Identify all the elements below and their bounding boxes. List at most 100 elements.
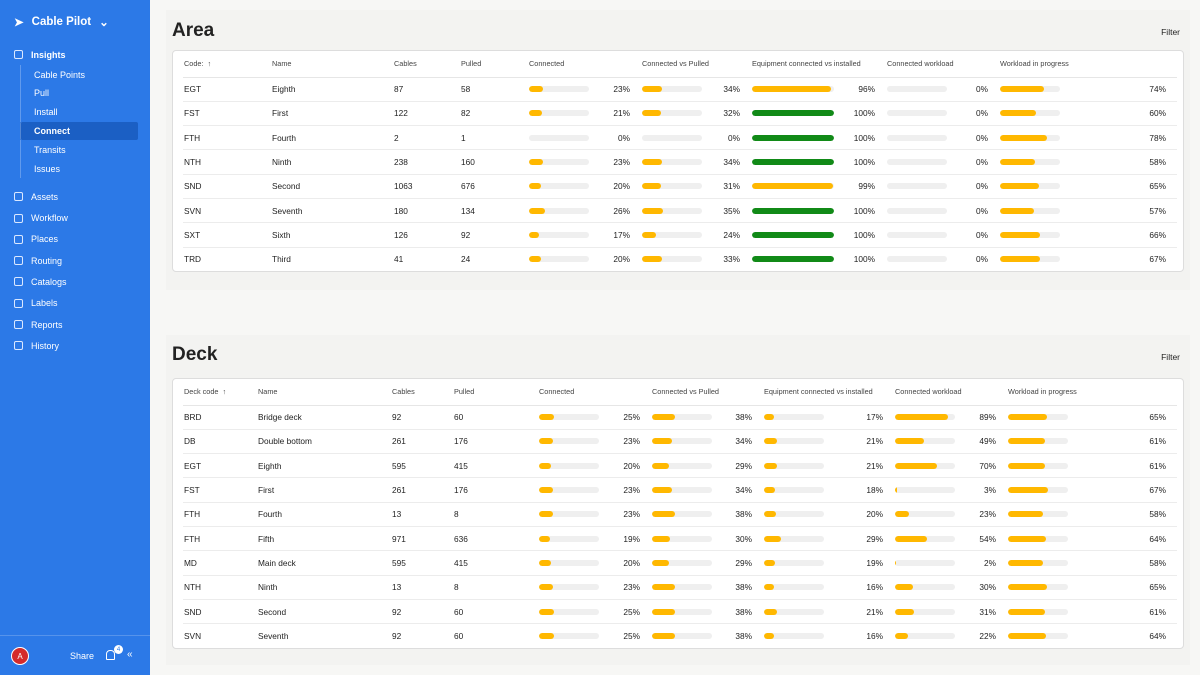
progress-bar <box>539 559 551 566</box>
nav-item[interactable]: Routing <box>0 250 150 271</box>
table-row[interactable]: DB Double bottom 261 176 23% 34% 21% 49% 61% <box>183 429 1177 455</box>
nav-subitem[interactable]: Transits <box>20 140 138 160</box>
avatar[interactable]: A <box>11 647 29 665</box>
column-header[interactable]: Connected workload <box>894 379 1007 406</box>
percent-label: 29% <box>735 460 752 471</box>
nav-item[interactable]: Places <box>0 229 150 250</box>
nav-subitem[interactable]: Issues <box>20 159 138 179</box>
table-row[interactable]: SND Second 92 60 25% 38% 21% 31% 61% <box>183 599 1177 625</box>
table-cell: SVN <box>183 624 257 648</box>
progress-cell: 58% <box>1000 157 1176 167</box>
collapse-button[interactable]: « <box>127 649 133 660</box>
column-header[interactable]: Connected <box>538 379 651 406</box>
progress-track <box>895 535 955 542</box>
progress-cell: 58% <box>1008 509 1176 519</box>
table-cell: 26% <box>528 198 641 224</box>
progress-cell: 16% <box>764 631 893 641</box>
column-header[interactable]: Pulled <box>460 51 528 78</box>
table-row[interactable]: FTH Fourth 2 1 0% 0% 100% 0% 78% <box>183 125 1177 151</box>
percent-label: 67% <box>1149 485 1166 496</box>
table-row[interactable]: SXT Sixth 126 92 17% 24% 100% 0% 66% <box>183 222 1177 248</box>
nav-subitem[interactable]: Connect <box>20 121 138 141</box>
section-title: Area <box>172 20 215 41</box>
progress-bar <box>652 414 675 421</box>
progress-bar <box>642 183 661 190</box>
progress-bar <box>895 487 897 494</box>
nav-item[interactable]: Reports <box>0 314 150 335</box>
progress-cell: 64% <box>1008 534 1176 544</box>
cell-text: 415 <box>454 460 468 471</box>
table-row[interactable]: NTH Ninth 13 8 23% 38% 16% 30% 65% <box>183 575 1177 600</box>
cell-text: 261 <box>392 436 406 447</box>
progress-bar <box>529 110 542 117</box>
brand[interactable]: ➤ Cable Pilot ⌄ <box>14 15 109 29</box>
notifications-icon[interactable] <box>106 650 115 660</box>
table-cell: 29% <box>763 526 894 552</box>
column-header[interactable]: Connected <box>528 51 641 78</box>
column-header[interactable]: Connected workload <box>886 51 999 78</box>
percent-label: 35% <box>723 205 740 216</box>
percent-label: 17% <box>866 412 883 423</box>
cell-text: 60 <box>454 606 464 617</box>
nav-subitem[interactable]: Cable Points <box>20 65 138 85</box>
percent-label: 0% <box>976 229 988 240</box>
column-header[interactable]: Workload in progress <box>1007 379 1177 406</box>
filter-button[interactable]: Filter <box>1161 352 1180 362</box>
column-header[interactable]: Connected vs Pulled <box>641 51 751 78</box>
column-header[interactable]: Cables <box>391 379 453 406</box>
nav-item[interactable]: Workflow <box>0 207 150 228</box>
table-cell: 100% <box>751 198 886 224</box>
progress-cell: 23% <box>895 509 1006 519</box>
progress-track <box>539 584 599 591</box>
table-row[interactable]: MD Main deck 595 415 20% 29% 19% 2% 58% <box>183 550 1177 576</box>
column-header[interactable]: Equipment connected vs installed <box>763 379 894 406</box>
table-row[interactable]: BRD Bridge deck 92 60 25% 38% 17% 89% 65% <box>183 405 1177 430</box>
column-header[interactable]: Cables <box>393 51 460 78</box>
table-row[interactable]: SVN Seventh 180 134 26% 35% 100% 0% 57% <box>183 198 1177 224</box>
nav-subitem[interactable]: Install <box>20 102 138 122</box>
cell-text: SXT <box>184 229 201 240</box>
table-row[interactable]: TRD Third 41 24 20% 33% 100% 0% 67% <box>183 247 1177 271</box>
nav-item[interactable]: Assets <box>0 186 150 207</box>
table-row[interactable]: FTH Fifth 971 636 19% 30% 29% 54% 64% <box>183 526 1177 552</box>
table-row[interactable]: FST First 122 82 21% 32% 100% 0% 60% <box>183 101 1177 127</box>
column-header[interactable]: Name <box>257 379 391 406</box>
nav-section[interactable]: Insights <box>0 44 150 65</box>
column-header[interactable]: Equipment connected vs installed <box>751 51 886 78</box>
table-row[interactable]: EGT Eighth 87 58 23% 34% 96% 0% 74% <box>183 77 1177 102</box>
table-row[interactable]: SND Second 1063 676 20% 31% 99% 0% 65% <box>183 174 1177 199</box>
progress-bar <box>895 414 949 421</box>
nav-item[interactable]: Catalogs <box>0 271 150 292</box>
table-cell: EGT <box>183 77 271 102</box>
progress-track <box>895 633 955 640</box>
table-cell: 1063 <box>393 174 460 199</box>
progress-track <box>529 207 589 214</box>
table-row[interactable]: SVN Seventh 92 60 25% 38% 16% 22% 64% <box>183 624 1177 648</box>
table-cell: 176 <box>453 477 538 503</box>
share-button[interactable]: Share <box>70 651 95 661</box>
column-header[interactable]: Workload in progress <box>999 51 1177 78</box>
header-row: Code: ↑ Name Cables Pulled Connected Connected… <box>183 51 1177 78</box>
table-cell: 30% <box>894 575 1007 600</box>
table-cell: 21% <box>528 101 641 127</box>
filter-button[interactable]: Filter <box>1161 27 1180 37</box>
progress-cell: 31% <box>642 181 750 191</box>
column-header[interactable]: Deck code ↑ <box>183 379 257 406</box>
percent-label: 54% <box>979 533 996 544</box>
nav-item[interactable]: History <box>0 335 150 356</box>
table-row[interactable]: NTH Ninth 238 160 23% 34% 100% 0% 58% <box>183 149 1177 175</box>
table-row[interactable]: FST First 261 176 23% 34% 18% 3% 67% <box>183 477 1177 503</box>
progress-bar <box>539 584 553 591</box>
table-row[interactable]: EGT Eighth 595 415 20% 29% 21% 70% 61% <box>183 453 1177 479</box>
table-row[interactable]: FTH Fourth 13 8 23% 38% 20% 23% 58% <box>183 502 1177 527</box>
column-header[interactable]: Code: ↑ <box>183 51 271 78</box>
table-cell: 41 <box>393 247 460 271</box>
column-header[interactable]: Connected vs Pulled <box>651 379 763 406</box>
nav-subitem[interactable]: Pull <box>20 84 138 103</box>
progress-track <box>652 535 712 542</box>
percent-label: 38% <box>735 582 752 593</box>
column-header[interactable]: Name <box>271 51 393 78</box>
column-header[interactable]: Pulled <box>453 379 538 406</box>
nav-item[interactable]: Labels <box>0 293 150 314</box>
nav: Insights Cable Points Pull Install Connect T… <box>0 44 150 356</box>
